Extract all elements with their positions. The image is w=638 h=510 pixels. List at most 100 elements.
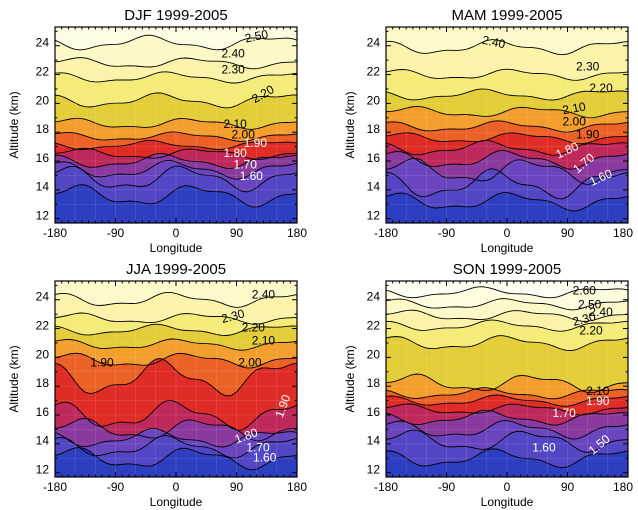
contour-label: 2.20 [242,321,266,335]
y-tick-label: 16 [367,405,381,419]
y-tick-labels: 12 14 16 18 20 22 24 [367,290,381,477]
y-tick-label: 12 [367,463,381,477]
contour-line [55,358,297,397]
x-axis-label: Longitude [150,495,203,509]
contour-label: 1.60 [532,440,556,454]
contour-line [55,147,297,161]
y-tick-label: 14 [36,180,50,194]
y-tick-label: 20 [36,347,50,361]
contour-line [55,34,297,51]
y-tick-label: 16 [36,151,50,165]
contour-line [55,160,297,180]
y-axis-label: Altitude (km) [7,91,21,158]
y-tick-label: 22 [36,65,50,79]
x-tick-labels: -180 -90 0 90 180 [374,226,633,240]
contour-line [55,165,297,193]
contour-label: 1.90 [244,136,268,150]
panel-mam: MAM 1999-2005 2.402.302.202.102.001.901.… [343,7,633,255]
contour-line [386,403,628,416]
y-tick-label: 18 [367,376,381,390]
contour-line [386,157,628,186]
contour-plot [386,281,628,477]
contour-label: 2.10 [252,334,276,348]
contour-line [386,39,628,56]
contour-label: 2.10 [561,99,587,117]
x-tick-label: 90 [561,226,575,240]
contour-line [55,139,297,150]
contour-line [55,152,297,169]
x-tick-label: 0 [504,480,511,494]
y-tick-labels: 12 14 16 18 20 22 24 [36,290,50,477]
contour-line [386,420,628,440]
y-tick-label: 24 [367,36,381,50]
contour-line [55,447,297,471]
y-tick-label: 16 [367,151,381,165]
contour-label: 2.00 [563,114,587,128]
contour-label: 1.70 [552,406,576,420]
x-tick-label: -180 [374,226,398,240]
contour-line [386,286,628,299]
plot-frame [385,280,629,478]
x-tick-label: 180 [287,226,307,240]
plot-frame [385,26,629,224]
plot-frame [54,280,298,478]
x-tick-label: -90 [438,480,456,494]
contour-line [386,309,628,322]
y-tick-label: 14 [36,434,50,448]
y-tick-label: 20 [36,93,50,107]
band-fill [55,184,297,223]
contour-line [386,298,628,311]
contour-label: 2.20 [579,324,603,338]
contour-line [386,139,628,156]
contour-line [386,335,628,352]
contour-line [386,168,628,200]
x-axis-label: Longitude [481,241,534,255]
contour-label: 2.50 [578,298,602,312]
contour-label: 2.20 [589,81,613,95]
x-tick-label: 0 [173,480,180,494]
x-tick-label: 0 [173,226,180,240]
y-axis-label: Altitude (km) [343,91,357,158]
x-tick-labels: -180 -90 0 90 180 [374,480,633,494]
contour-line [386,120,628,133]
y-tick-label: 16 [36,405,50,419]
contour-line [386,429,628,453]
x-tick-label: -180 [374,480,398,494]
contour-label: 2.60 [573,283,597,297]
contour-label: 2.30 [220,306,246,326]
y-axis-label: Altitude (km) [7,345,21,412]
contour-line [55,312,297,325]
contour-line [386,191,628,212]
contour-line [386,68,628,81]
contour-label: 2.50 [244,27,270,46]
contour-label: 1.60 [253,450,277,464]
contour-line [386,394,628,407]
contour-line [386,409,628,426]
contour-labels: 2.402.302.202.102.001.901.901.801.701.60 [90,288,293,465]
contour-label: 2.40 [221,47,245,61]
x-tick-labels: -180 -90 0 90 180 [43,480,307,494]
x-tick-label: -180 [43,226,67,240]
contour-line [55,428,297,448]
y-tick-label: 14 [367,434,381,448]
x-tick-label: -90 [438,226,456,240]
y-tick-label: 18 [36,122,50,136]
y-tick-label: 20 [367,93,381,107]
contour-line [55,184,297,208]
contour-line [386,387,628,400]
contour-label: 2.10 [223,117,247,131]
panel-son: SON 1999-2005 2.602.502.402.302.202.101.… [343,261,633,509]
y-tick-labels: 12 14 16 18 20 22 24 [36,36,50,223]
y-tick-label: 22 [36,319,50,333]
x-tick-label: 0 [504,226,511,240]
band-fill [386,192,628,223]
contour-label: 2.30 [571,309,597,329]
contour-label: 1.90 [586,394,610,408]
contour-label: 1.70 [234,158,258,172]
panel-title: MAM 1999-2005 [452,7,563,24]
contour-line [55,417,297,442]
contour-line [386,373,628,394]
band-fill [55,447,297,477]
x-tick-label: -90 [107,480,125,494]
